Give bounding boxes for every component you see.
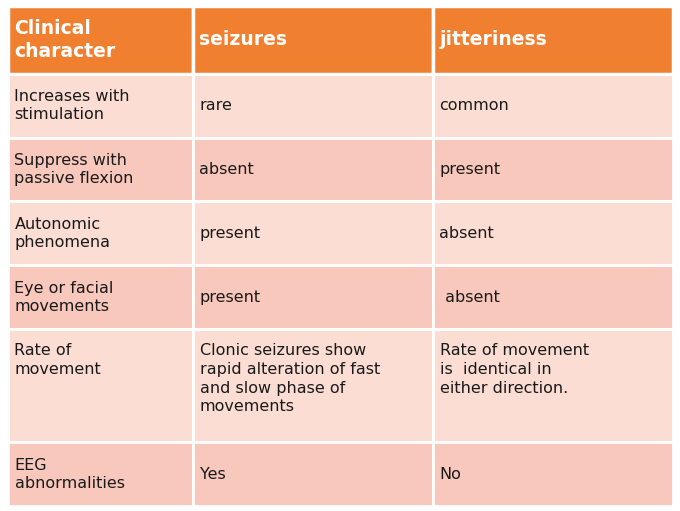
Text: common: common bbox=[439, 98, 509, 113]
Text: rare: rare bbox=[199, 98, 233, 113]
Bar bbox=[432, 265, 673, 329]
Text: absent: absent bbox=[199, 162, 254, 177]
Text: EEG
abnormalities: EEG abnormalities bbox=[14, 457, 124, 491]
Bar bbox=[7, 6, 192, 74]
Bar bbox=[7, 329, 192, 442]
Text: seizures: seizures bbox=[199, 30, 288, 50]
Text: Increases with
stimulation: Increases with stimulation bbox=[14, 89, 130, 122]
Bar bbox=[192, 329, 432, 442]
Text: absent: absent bbox=[439, 290, 499, 305]
Text: present: present bbox=[439, 162, 500, 177]
Bar bbox=[192, 201, 432, 265]
Bar bbox=[192, 442, 432, 506]
Text: jitteriness: jitteriness bbox=[439, 30, 547, 50]
Bar bbox=[432, 6, 673, 74]
Text: absent: absent bbox=[439, 226, 494, 241]
Bar bbox=[7, 442, 192, 506]
Bar bbox=[192, 137, 432, 201]
Text: Rate of
movement: Rate of movement bbox=[14, 343, 101, 377]
Bar bbox=[7, 265, 192, 329]
Text: present: present bbox=[199, 290, 260, 305]
Text: Clinical
character: Clinical character bbox=[14, 19, 116, 61]
Bar bbox=[432, 442, 673, 506]
Bar bbox=[192, 6, 432, 74]
Text: No: No bbox=[439, 467, 461, 481]
Bar bbox=[7, 74, 192, 137]
Bar bbox=[432, 201, 673, 265]
Text: Autonomic
phenomena: Autonomic phenomena bbox=[14, 217, 110, 250]
Text: Clonic seizures show
rapid alteration of fast
and slow phase of
movements: Clonic seizures show rapid alteration of… bbox=[199, 343, 379, 414]
Bar bbox=[432, 329, 673, 442]
Bar bbox=[7, 201, 192, 265]
Text: Rate of movement
is  identical in
either direction.: Rate of movement is identical in either … bbox=[439, 343, 589, 396]
Bar bbox=[192, 74, 432, 137]
Bar bbox=[7, 137, 192, 201]
Bar bbox=[192, 265, 432, 329]
Text: Yes: Yes bbox=[199, 467, 225, 481]
Bar bbox=[432, 74, 673, 137]
Text: Suppress with
passive flexion: Suppress with passive flexion bbox=[14, 153, 134, 186]
Bar bbox=[432, 137, 673, 201]
Text: Eye or facial
movements: Eye or facial movements bbox=[14, 281, 114, 314]
Text: present: present bbox=[199, 226, 260, 241]
